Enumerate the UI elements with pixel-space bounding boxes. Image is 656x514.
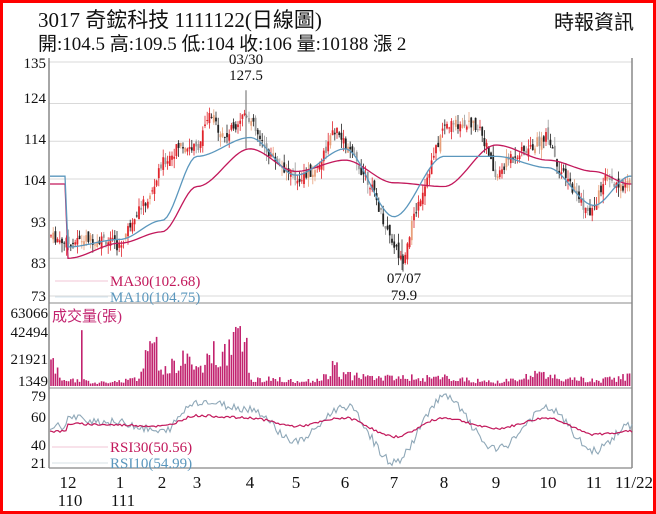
- quote-summary: 開:104.5 高:109.5 低:104 收:106 量:10188 漲 2: [38, 34, 407, 55]
- price-tick: 114: [24, 132, 46, 148]
- x-tick: 5: [292, 473, 301, 492]
- rsi-y-ticks: 79 60 40 21: [31, 389, 46, 472]
- price-tick: 93: [31, 215, 46, 231]
- price-tick: 104: [24, 173, 47, 189]
- x-tick: 11/22: [615, 473, 653, 492]
- x-tick: 3: [193, 473, 202, 492]
- x-year: 110: [58, 491, 83, 510]
- volume-tick: 1349: [18, 374, 48, 390]
- x-tick: 7: [390, 473, 399, 492]
- price-tick: 83: [31, 256, 46, 272]
- ma10-legend: MA10(104.75): [110, 290, 200, 306]
- rsi-tick: 40: [31, 438, 46, 454]
- rsi10-legend: RSI10(54.99): [110, 456, 192, 472]
- rsi10-line: [49, 393, 633, 467]
- rsi30-line: [49, 413, 633, 439]
- price-grid: [49, 61, 632, 297]
- price-tick: 124: [24, 91, 47, 107]
- price-tick: 135: [24, 56, 47, 72]
- price-tick: 73: [31, 289, 46, 305]
- x-tick: 1: [116, 473, 125, 492]
- x-tick: 2: [158, 473, 167, 492]
- volume-bars: [50, 326, 631, 386]
- low-value-label: 79.9: [391, 288, 417, 304]
- x-axis-labels: 12 1 2 3 4 5 6 7 8 9 10 11 11/22 110 111: [58, 473, 653, 510]
- rsi-tick: 21: [31, 456, 46, 472]
- x-tick: 11: [586, 473, 602, 492]
- low-date-label: 07/07: [387, 271, 422, 287]
- volume-y-ticks: 63066 42494 21921 1349: [11, 306, 49, 390]
- x-tick: 9: [492, 473, 501, 492]
- volume-tick: 21921: [11, 352, 49, 368]
- source-label: 時報資訊: [554, 12, 634, 34]
- ma30-line: [50, 144, 632, 259]
- x-year: 111: [111, 491, 135, 510]
- price-y-ticks: 135 124 114 104 93 83 73: [24, 56, 47, 305]
- x-tick: 8: [440, 473, 449, 492]
- chart-title: 3017 奇鋐科技 1111122(日線圖): [38, 8, 322, 32]
- x-tick: 4: [246, 473, 255, 492]
- x-tick: 10: [540, 473, 557, 492]
- volume-title: 成交量(張): [52, 307, 122, 325]
- high-value-label: 127.5: [229, 68, 263, 84]
- volume-tick: 42494: [11, 325, 49, 341]
- x-tick: 6: [341, 473, 350, 492]
- price-candles: [50, 90, 631, 272]
- rsi30-legend: RSI30(50.56): [110, 440, 192, 456]
- rsi-tick: 79: [31, 389, 46, 405]
- x-tick: 12: [60, 473, 77, 492]
- volume-tick: 63066: [11, 306, 49, 322]
- ma10-line: [50, 136, 632, 248]
- rsi-tick: 60: [31, 410, 46, 426]
- ma30-legend: MA30(102.68): [110, 274, 200, 290]
- high-date-label: 03/30: [229, 52, 263, 68]
